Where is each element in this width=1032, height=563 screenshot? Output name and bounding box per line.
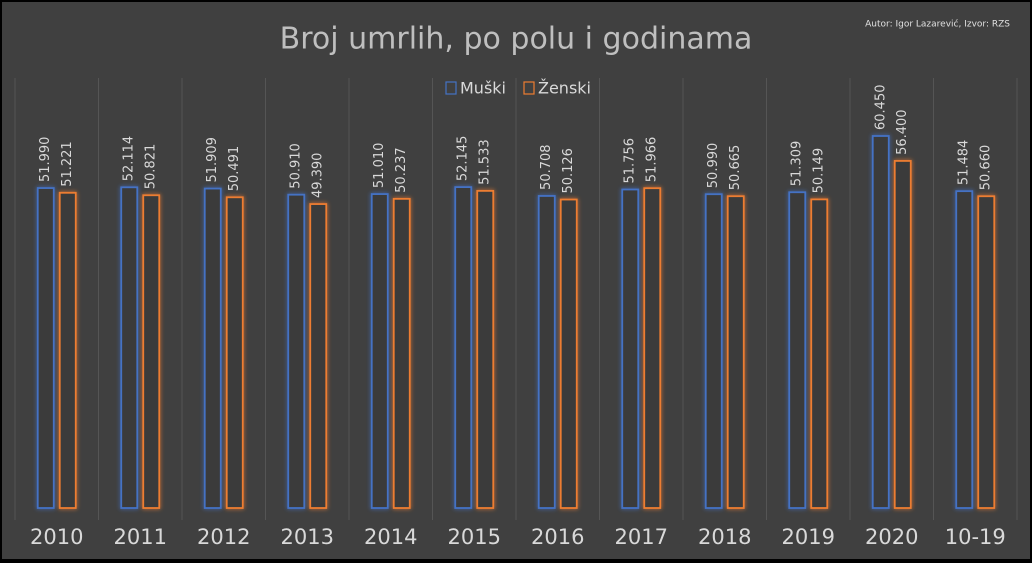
data-label: 50.708: [539, 144, 554, 190]
bar: [225, 196, 244, 509]
data-label: 60.450: [873, 85, 888, 131]
bar: [58, 191, 77, 509]
legend-swatch: [445, 81, 457, 95]
x-tick-label: 2010: [30, 525, 83, 549]
data-label: 49.390: [311, 153, 326, 199]
data-label: 51.990: [38, 137, 53, 183]
bar: [871, 135, 890, 509]
bar: [36, 187, 55, 509]
bar: [788, 191, 807, 509]
annotation: Autor: Igor Lazarević, Izvor: RZS: [865, 19, 1010, 30]
x-tick-label: 2015: [448, 525, 501, 549]
data-label: 50.149: [812, 148, 827, 194]
data-label: 52.145: [456, 136, 471, 182]
data-label: 50.910: [289, 143, 304, 189]
data-label: 50.660: [979, 145, 994, 191]
bar: [454, 186, 473, 509]
data-label: 50.491: [227, 146, 242, 192]
legend-swatch: [523, 81, 535, 95]
bar: [476, 189, 495, 509]
bar: [704, 193, 723, 509]
data-label: 50.126: [561, 148, 576, 194]
x-tick-label: 2018: [698, 525, 751, 549]
bar: [726, 195, 745, 509]
bar: [955, 190, 974, 509]
x-tick-label: 2013: [281, 525, 334, 549]
bar: [120, 186, 139, 509]
data-label: 50.990: [706, 143, 721, 189]
x-tick-label: 2012: [197, 525, 250, 549]
bar: [621, 188, 640, 509]
bar: [893, 160, 912, 509]
data-label: 51.909: [205, 137, 220, 183]
bar: [559, 198, 578, 509]
bar: [977, 195, 996, 509]
bar: [287, 193, 306, 509]
legend-label: Muški: [460, 79, 506, 98]
data-label: 51.010: [372, 143, 387, 189]
grid: [14, 78, 1018, 520]
bar: [643, 187, 662, 509]
x-tick-label: 2019: [782, 525, 835, 549]
data-label: 50.665: [728, 145, 743, 191]
data-label: 51.533: [478, 139, 493, 185]
bar: [203, 187, 222, 509]
data-label: 56.400: [895, 109, 910, 155]
data-label: 51.484: [957, 140, 972, 186]
data-label: 50.821: [144, 144, 159, 190]
x-tick-label: 10-19: [945, 525, 1006, 549]
data-label: 52.114: [122, 136, 137, 182]
x-tick-label: 2016: [531, 525, 584, 549]
bar: [309, 203, 328, 509]
bar: [392, 197, 411, 509]
x-tick-label: 2014: [364, 525, 417, 549]
data-label: 51.309: [790, 141, 805, 187]
bar: [537, 195, 556, 509]
chart-title: Broj umrlih, po polu i godinama: [280, 22, 753, 57]
data-label: 51.221: [60, 141, 75, 187]
x-tick-label: 2011: [114, 525, 167, 549]
bar: [142, 194, 161, 509]
legend-label: Ženski: [538, 79, 591, 98]
data-label: 51.756: [623, 138, 638, 184]
data-label: 51.966: [645, 137, 660, 183]
bar: [370, 193, 389, 509]
x-tick-label: 2017: [615, 525, 668, 549]
bar: [810, 198, 829, 509]
x-tick-label: 2020: [865, 525, 918, 549]
bars: 51.990 51.221 52.114 50.821 51.909 50.491 50.9…: [36, 85, 996, 509]
data-label: 50.237: [394, 147, 409, 193]
